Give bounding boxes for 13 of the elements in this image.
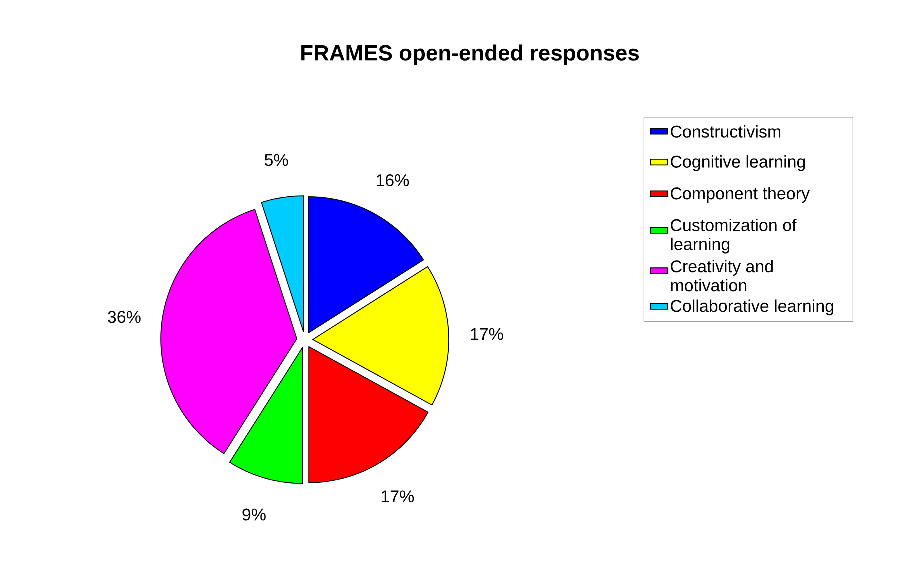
data-label: 17%: [471, 328, 504, 340]
legend-label: Constructivism: [671, 125, 781, 138]
legend-label: Customization of learning: [671, 218, 797, 254]
legend-label: Creativity and motivation: [671, 260, 773, 292]
data-label: 9%: [242, 508, 266, 521]
chart-title: FRAMES open-ended responses: [302, 44, 640, 66]
legend-label: Cognitive learning: [671, 155, 806, 172]
data-label: 36%: [108, 311, 141, 324]
data-label: 16%: [376, 174, 410, 187]
legend-label: Component theory: [671, 187, 810, 204]
data-label: 5%: [264, 154, 288, 166]
legend-label: Collaborative learning: [671, 300, 834, 316]
data-label: 17%: [382, 490, 414, 503]
